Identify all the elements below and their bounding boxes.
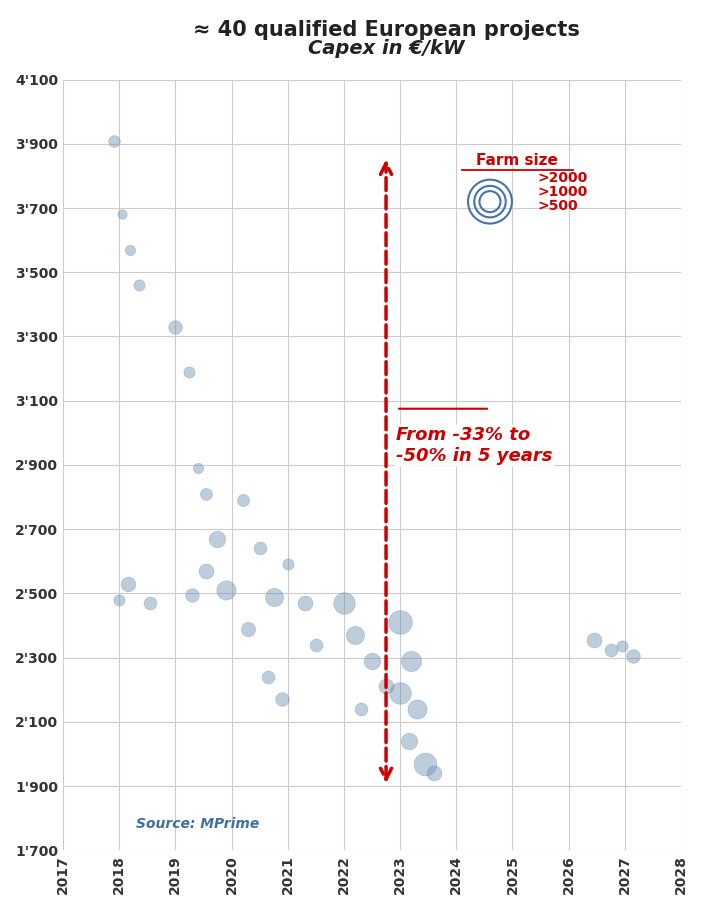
Point <box>349 628 361 643</box>
Point <box>186 588 198 603</box>
Point <box>200 564 212 578</box>
Point <box>183 365 195 379</box>
Point <box>484 195 496 209</box>
Point <box>169 320 181 335</box>
Point <box>117 207 128 222</box>
Text: >500: >500 <box>538 199 579 214</box>
Point <box>237 493 248 507</box>
Point <box>108 134 120 148</box>
Point <box>484 195 496 209</box>
Point <box>192 461 203 475</box>
Point <box>122 576 134 591</box>
Text: >1000: >1000 <box>538 185 588 199</box>
Point <box>420 756 431 771</box>
Point <box>276 692 288 706</box>
Text: >2000: >2000 <box>538 171 588 185</box>
Point <box>144 595 155 610</box>
Point <box>617 639 628 654</box>
Point <box>114 593 125 607</box>
Point <box>268 589 279 604</box>
Point <box>310 637 321 652</box>
Point <box>406 654 417 668</box>
Point <box>394 685 406 700</box>
Point <box>428 766 439 781</box>
Point <box>380 679 392 694</box>
Point <box>299 595 310 610</box>
Point <box>200 486 212 501</box>
Point <box>212 532 223 546</box>
Text: Capex in €/kW: Capex in €/kW <box>309 39 465 57</box>
Point <box>628 649 639 664</box>
Point <box>133 278 144 293</box>
Point <box>588 633 600 647</box>
Point <box>403 734 414 748</box>
Text: Source: MPrime: Source: MPrime <box>136 817 259 831</box>
Point <box>220 583 231 597</box>
Point <box>605 643 617 657</box>
Point <box>254 541 265 555</box>
Text: Farm size: Farm size <box>477 153 558 168</box>
Point <box>394 615 406 630</box>
Point <box>355 702 366 716</box>
Point <box>243 622 254 636</box>
Point <box>411 702 423 716</box>
Point <box>484 195 496 209</box>
Point <box>282 557 293 572</box>
Text: ≈ 40 qualified European projects: ≈ 40 qualified European projects <box>193 20 580 40</box>
Point <box>366 654 378 668</box>
Point <box>262 670 273 684</box>
Point <box>124 243 136 257</box>
Point <box>338 595 349 610</box>
Text: From -33% to
-50% in 5 years: From -33% to -50% in 5 years <box>396 426 553 465</box>
